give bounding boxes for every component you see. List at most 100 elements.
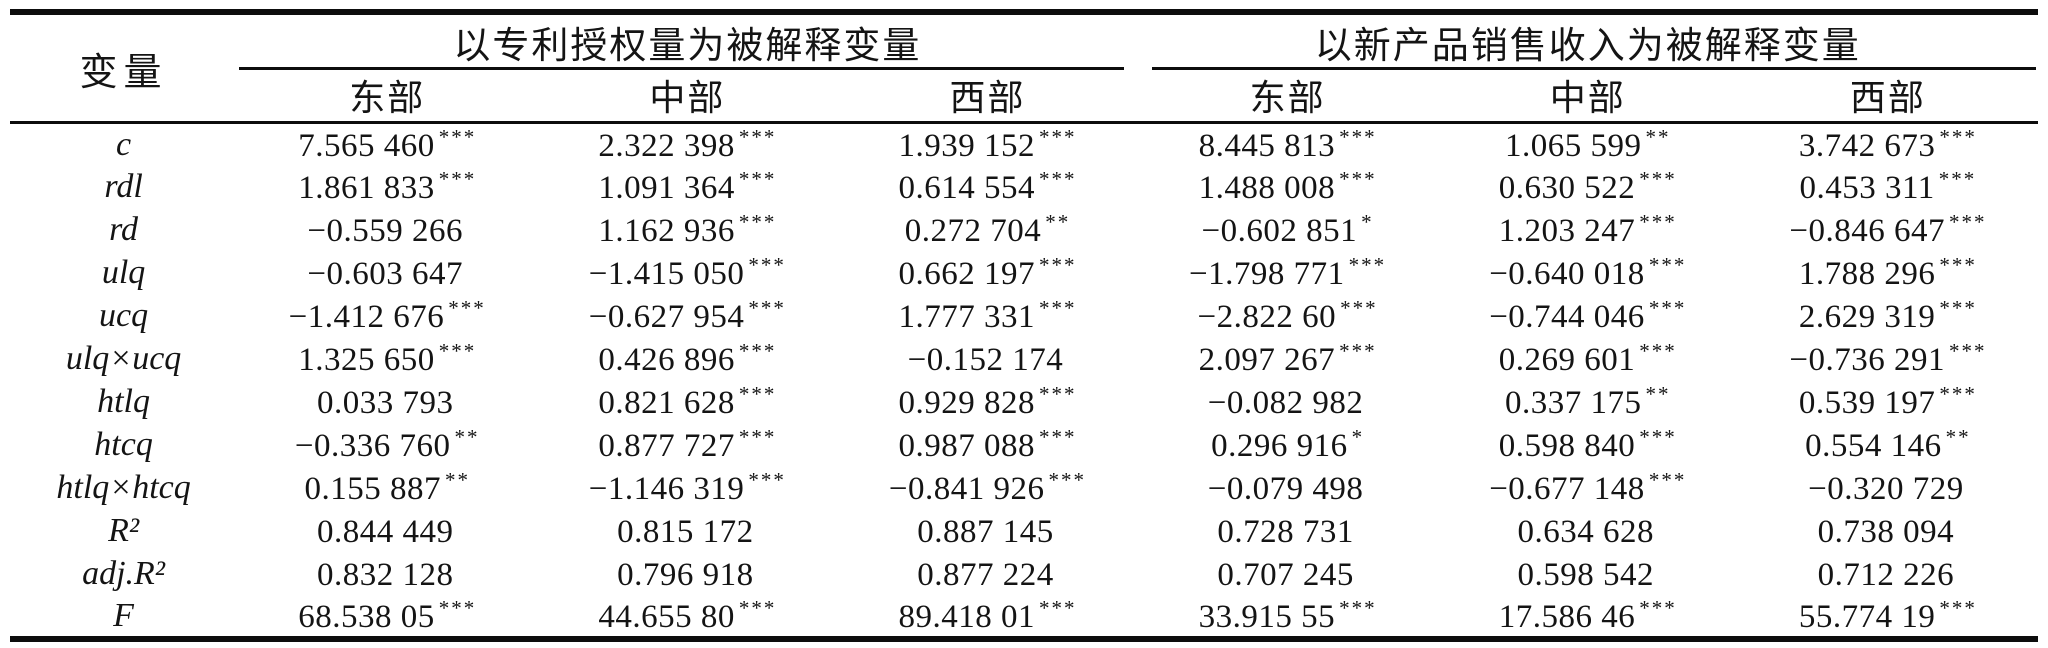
value-cell: 0.877 224 <box>837 553 1137 596</box>
coefficient-value: 55.774 19 <box>1798 598 1936 635</box>
significance-stars: *** <box>1048 468 1087 492</box>
coefficient-value: 0.712 226 <box>1817 557 1955 593</box>
significance-stars: *** <box>1648 253 1687 277</box>
value-cell: 0.844 449 <box>237 510 537 553</box>
significance-stars: *** <box>1038 253 1077 277</box>
significance-stars: *** <box>1038 296 1077 320</box>
significance-stars: *** <box>438 124 477 149</box>
group-header-new-product-sales: 以新产品销售收入为被解释变量 <box>1138 12 2038 69</box>
table-row: ucq −1.412 676 *** −0.627 954 *** 1.777 331 **… <box>10 295 2038 338</box>
value-cell: 0.662 197 *** <box>837 252 1137 295</box>
significance-stars: ** <box>444 468 470 492</box>
value-cell: 1.203 247 *** <box>1438 209 1738 252</box>
value-cell: 0.272 704 ** <box>837 209 1137 252</box>
subheader-patent-west: 西部 <box>837 69 1138 124</box>
significance-stars: ** <box>1645 382 1671 406</box>
coefficient-value: 1.861 833 <box>298 170 435 206</box>
coefficient-value: 2.322 398 <box>598 127 735 164</box>
coefficient-value: 0.033 793 <box>316 385 454 421</box>
coefficient-value: −0.079 498 <box>1207 471 1364 507</box>
value-cell: −2.822 60 *** <box>1138 295 1438 338</box>
subheader-sales-central: 中部 <box>1437 69 1738 124</box>
coefficient-value: 0.738 094 <box>1817 514 1955 550</box>
significance-stars: *** <box>748 296 786 320</box>
coefficient-value: 0.821 628 <box>598 385 735 421</box>
value-cell: 0.598 542 <box>1438 553 1738 596</box>
value-cell: −0.602 851 * <box>1138 209 1438 252</box>
value-cell: 7.565 460 *** <box>237 123 537 166</box>
coefficient-value: 0.877 224 <box>917 557 1054 593</box>
coefficient-value: −1.798 771 <box>1189 256 1345 292</box>
significance-stars: *** <box>738 210 777 234</box>
significance-stars: *** <box>1639 595 1677 620</box>
value-cell: 8.445 813 *** <box>1138 123 1438 166</box>
coefficient-value: 0.598 840 <box>1498 428 1636 464</box>
coefficient-value: 0.296 916 <box>1211 428 1348 464</box>
significance-stars: *** <box>1038 167 1077 191</box>
significance-stars: *** <box>1038 425 1077 449</box>
value-cell: 0.598 840 *** <box>1438 424 1738 467</box>
value-cell: −0.677 148 *** <box>1438 467 1738 510</box>
row-label: F <box>113 596 134 634</box>
coefficient-value: 3.742 673 <box>1798 127 1936 164</box>
coefficient-value: −0.677 148 <box>1489 471 1645 507</box>
significance-stars: *** <box>1939 124 1977 149</box>
coefficient-value: −0.846 647 <box>1789 213 1945 249</box>
coefficient-value: −0.736 291 <box>1789 342 1945 378</box>
value-cell: 1.325 650 *** <box>237 338 537 381</box>
row-label: rdl <box>104 168 143 205</box>
coefficient-value: −0.602 851 <box>1201 213 1358 249</box>
significance-stars: *** <box>1340 296 1378 320</box>
regression-results-table: 变量 以专利授权量为被解释变量 以新产品销售收入为被解释变量 东部 中部 西部 … <box>10 9 2038 642</box>
value-cell: 0.712 226 <box>1738 553 2038 596</box>
significance-stars: *** <box>1648 296 1687 320</box>
coefficient-value: −0.559 266 <box>307 213 463 249</box>
coefficient-value: 0.614 554 <box>898 170 1035 206</box>
value-cell: −0.082 982 <box>1138 381 1438 424</box>
value-cell: 1.488 008 *** <box>1138 166 1438 209</box>
row-label: htcq <box>94 426 153 463</box>
coefficient-value: 1.777 331 <box>898 299 1035 335</box>
coefficient-value: 0.707 245 <box>1217 557 1354 593</box>
significance-stars: *** <box>738 167 777 191</box>
table-row: rd −0.559 266 1.162 936 *** 0.272 704 ** −0.60… <box>10 209 2038 252</box>
coefficient-value: 0.662 197 <box>898 256 1035 292</box>
coefficient-value: 17.586 46 <box>1498 598 1636 635</box>
value-cell: 2.322 398 *** <box>537 123 837 166</box>
value-cell: 1.777 331 *** <box>837 295 1137 338</box>
table-row: htlq×htcq 0.155 887 ** −1.146 319 *** −0.841 … <box>10 467 2038 510</box>
coefficient-value: 1.162 936 <box>598 213 735 249</box>
significance-stars: *** <box>1648 468 1687 492</box>
coefficient-value: −2.822 60 <box>1197 299 1337 335</box>
coefficient-value: −1.146 319 <box>588 471 745 507</box>
value-cell: 0.887 145 <box>837 510 1137 553</box>
significance-stars: *** <box>738 595 777 620</box>
coefficient-value: 2.629 319 <box>1798 299 1936 335</box>
subheader-patent-central: 中部 <box>537 69 838 124</box>
coefficient-value: 0.877 727 <box>598 428 735 464</box>
coefficient-value: 0.155 887 <box>304 471 441 507</box>
significance-stars: *** <box>1939 595 1977 620</box>
value-cell: 1.939 152 *** <box>837 123 1137 166</box>
value-cell: 0.614 554 *** <box>837 166 1137 209</box>
table-row: F 68.538 05 *** 44.655 80 *** 89.418 01 *** 33.… <box>10 596 2038 639</box>
coefficient-value: −0.841 926 <box>888 471 1045 507</box>
subheader-patent-east: 东部 <box>237 69 538 124</box>
coefficient-value: 0.598 542 <box>1517 557 1654 593</box>
coefficient-value: −1.412 676 <box>288 299 445 335</box>
value-cell: −0.320 729 <box>1738 467 2038 510</box>
value-cell: −0.744 046 *** <box>1438 295 1738 338</box>
coefficient-value: 8.445 813 <box>1198 127 1336 164</box>
value-cell: −0.079 498 <box>1138 467 1438 510</box>
row-label: rd <box>109 211 139 248</box>
value-cell: −0.603 647 <box>237 252 537 295</box>
table-row: htcq −0.336 760 ** 0.877 727 *** 0.987 088 ***… <box>10 424 2038 467</box>
value-cell: 0.929 828 *** <box>837 381 1137 424</box>
significance-stars: *** <box>1038 124 1077 149</box>
table-row: adj.R² 0.832 128 0.796 918 0.877 224 0.707 2… <box>10 553 2038 596</box>
table-row: c 7.565 460 *** 2.322 398 *** 1.939 152 *** 8.4… <box>10 123 2038 166</box>
significance-stars: *** <box>438 167 477 191</box>
value-cell: −0.336 760 ** <box>237 424 537 467</box>
coefficient-value: 0.337 175 <box>1505 385 1642 421</box>
